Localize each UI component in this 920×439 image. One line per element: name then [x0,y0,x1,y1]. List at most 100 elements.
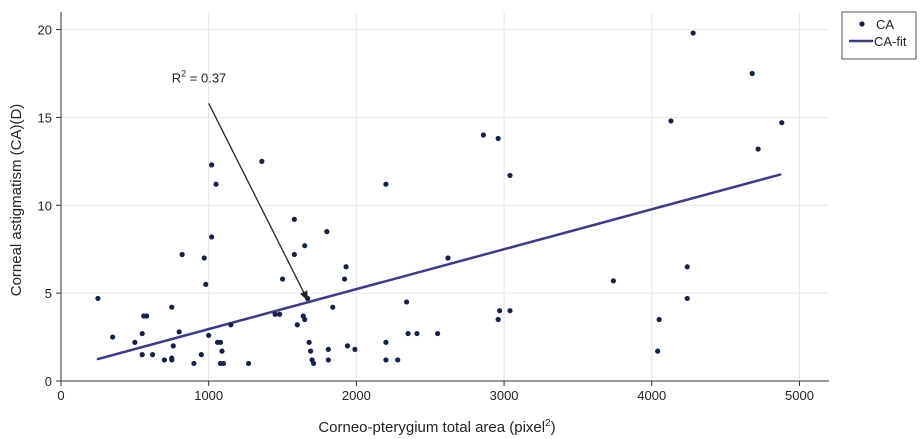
data-point [228,322,234,328]
annotation-arrow [208,103,309,302]
data-point [161,357,167,363]
data-point [405,330,411,337]
data-point [291,216,297,222]
data-point [144,313,150,319]
legend-marker-ca [859,21,865,27]
legend-label-ca: CA [876,17,894,32]
data-point [206,332,212,338]
data-point [276,311,283,317]
y-axis-label: Corneal astigmatism (CA)(D) [8,104,25,297]
x-tick-label: 3000 [490,388,519,403]
data-point [495,316,501,323]
data-point [435,330,441,337]
data-point [176,329,182,335]
data-point [213,181,219,187]
x-tick-label: 1000 [194,388,223,403]
x-axis-label-end: ) [551,419,556,436]
x-axis-label: Corneo-pterygium total area (pixel2) [318,418,555,436]
data-point [684,264,690,270]
data-point [495,135,501,142]
data-point [169,304,175,310]
legend-box [841,11,917,60]
data-point [610,278,616,284]
data-point [656,316,662,323]
data-point [655,348,661,354]
data-point [209,162,215,168]
data-point [324,229,330,235]
data-point [344,343,351,349]
data-point [203,281,209,287]
data-point [272,311,278,317]
r-squared-annotation: R2 = 0.37 [172,68,227,85]
data-point [690,30,696,36]
fit-line-group [96,173,782,361]
data-point [191,360,197,367]
x-axis-label-sup: 2 [545,418,551,429]
y-tick-label: 0 [45,374,52,389]
data-point [325,346,331,352]
data-point [259,158,265,164]
data-point [507,308,513,314]
legend: CA CA-fit [841,11,917,60]
data-point [507,172,513,179]
data-point [352,346,358,352]
data-point [404,299,410,305]
data-point [383,357,389,363]
data-point [414,330,420,337]
x-axis-label-main: Corneo-pterygium total area (pixel [318,419,545,436]
data-point [341,276,348,282]
data-point [279,276,286,282]
r-squared-sup: 2 [181,68,186,78]
data-point [445,255,451,261]
data-point [383,339,389,345]
data-point [170,343,176,349]
data-point [291,251,297,258]
data-point [209,234,215,240]
annotation-group: R2 = 0.37 [172,68,309,302]
x-tick-label: 5000 [785,388,814,403]
data-point [480,132,486,138]
gridlines [61,12,829,381]
y-tick-label: 20 [38,23,52,38]
data-point [343,264,349,270]
data-point [497,308,503,314]
data-point [310,360,317,367]
x-tick-label: 0 [57,388,64,403]
data-point [219,348,225,354]
data-point [395,357,401,363]
data-point [330,304,336,310]
data-point [139,352,145,358]
data-points [95,30,785,367]
data-point [179,251,185,258]
x-tick-label: 4000 [637,388,666,403]
r-squared-main: R [172,70,181,85]
data-point [149,352,156,358]
data-point [169,357,175,363]
axes [56,12,829,386]
data-point [684,295,690,302]
data-point [325,357,331,363]
data-point [217,339,224,345]
data-point [245,360,252,367]
data-point [302,243,308,249]
data-point [755,146,761,152]
data-point [302,316,308,323]
data-point [201,255,207,261]
data-point [779,120,785,126]
legend-label-fit: CA-fit [874,34,907,49]
data-point [668,118,674,124]
data-point [110,334,116,340]
x-tick-label: 2000 [342,388,371,403]
y-tick-label: 15 [38,110,52,125]
data-point [132,339,138,345]
data-point [749,70,755,77]
data-point [220,360,227,367]
tick-labels: 0 1000 2000 3000 4000 5000 0 5 10 15 20 [38,23,814,403]
y-tick-label: 5 [45,286,52,301]
data-point [306,339,312,345]
fit-line [96,173,782,361]
y-tick-label: 10 [38,198,52,213]
data-point [95,295,101,302]
data-point [294,322,300,328]
